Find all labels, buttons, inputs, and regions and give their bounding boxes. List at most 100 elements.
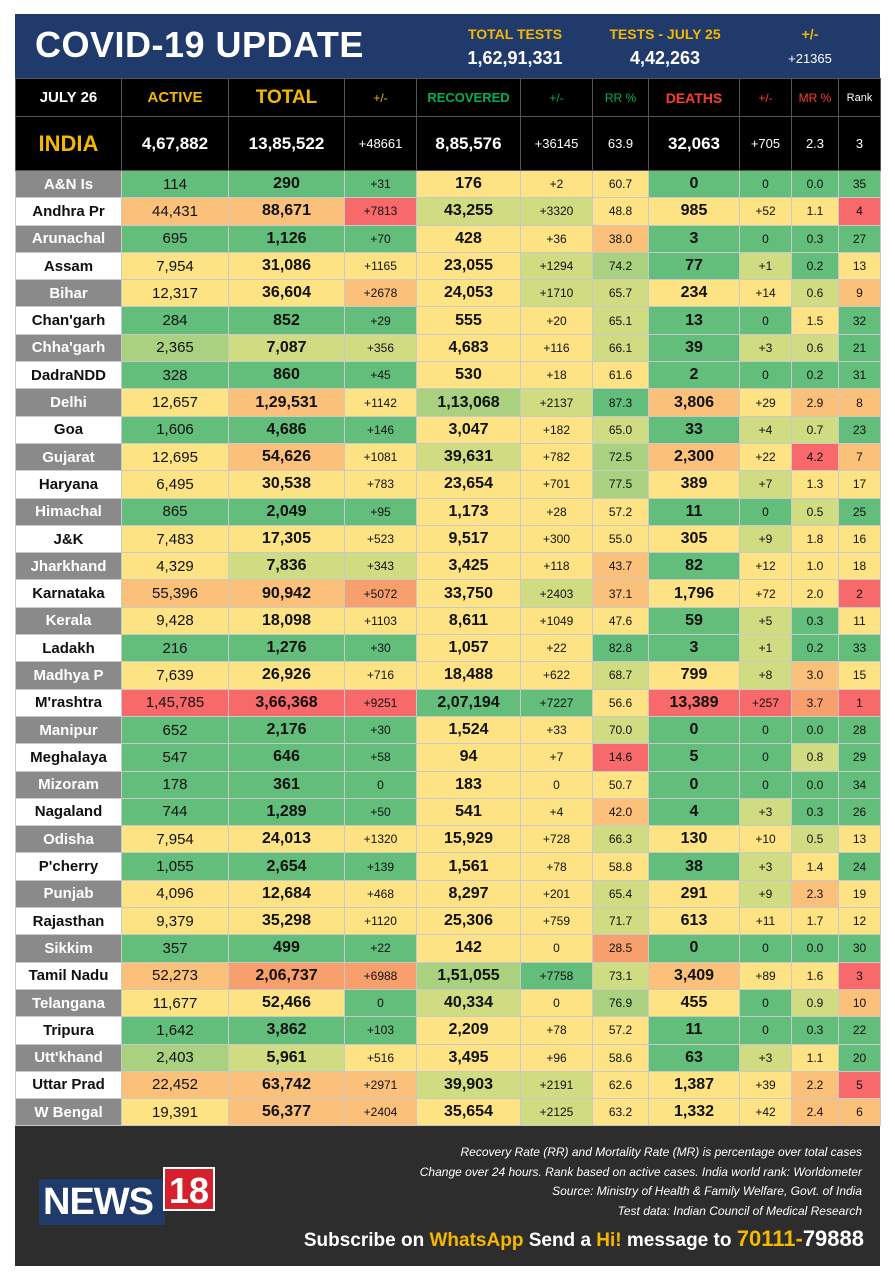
cell-active: 11,677 bbox=[121, 988, 229, 1018]
news18-logo: NEWS 18 bbox=[39, 1167, 215, 1229]
page-title: COVID-19 UPDATE bbox=[35, 24, 364, 65]
state-name: W Bengal bbox=[15, 1098, 122, 1127]
cell-active: 4,329 bbox=[121, 552, 229, 581]
cell-recovered: 39,903 bbox=[416, 1070, 521, 1100]
cell-recovered: 1,13,068 bbox=[416, 388, 521, 417]
cell-total-change: +343 bbox=[344, 552, 417, 581]
cell-active: 114 bbox=[121, 169, 229, 199]
cell-total-change: +95 bbox=[344, 497, 417, 526]
cell-deaths-change: +3 bbox=[739, 1043, 792, 1072]
cell-recovered: 39,631 bbox=[416, 442, 521, 472]
state-name: Madhya P bbox=[15, 661, 122, 690]
cell-deaths-change: +257 bbox=[739, 688, 792, 717]
table-row: P'cherry 1,055 2,654 +139 1,561 +78 58.8 38 +3 1.… bbox=[15, 852, 881, 881]
india-deaths: 32,063 bbox=[648, 116, 740, 171]
cell-total-change: +516 bbox=[344, 1043, 417, 1072]
cell-mr: 0.3 bbox=[791, 797, 839, 827]
cell-recovered: 35,654 bbox=[416, 1098, 521, 1127]
cell-rank: 28 bbox=[838, 715, 881, 745]
cell-rank: 27 bbox=[838, 224, 881, 253]
cell-mr: 0.3 bbox=[791, 1016, 839, 1045]
india-rank: 3 bbox=[838, 116, 881, 171]
table-row: Karnataka 55,396 90,942 +5072 33,750 +2403 37.… bbox=[15, 579, 881, 608]
cell-rr: 72.5 bbox=[592, 442, 649, 472]
cell-total: 18,098 bbox=[228, 606, 345, 636]
cell-mr: 2.3 bbox=[791, 879, 839, 909]
table-row: Jharkhand 4,329 7,836 +343 3,425 +118 43.7 82 +1… bbox=[15, 552, 881, 581]
table-row: Bihar 12,317 36,604 +2678 24,053 +1710 65.7 234… bbox=[15, 279, 881, 308]
cell-rank: 4 bbox=[838, 197, 881, 226]
cell-recovered: 25,306 bbox=[416, 907, 521, 936]
cell-total: 1,29,531 bbox=[228, 388, 345, 417]
cell-total-change: +1103 bbox=[344, 606, 417, 636]
state-name: Bihar bbox=[15, 279, 122, 308]
cell-rank: 6 bbox=[838, 1098, 881, 1127]
cell-rr: 37.1 bbox=[592, 579, 649, 608]
tests-change-value: +21365 bbox=[788, 51, 832, 66]
cell-total: 36,604 bbox=[228, 279, 345, 308]
state-name: Assam bbox=[15, 251, 122, 281]
cell-rank: 17 bbox=[838, 470, 881, 499]
cell-mr: 0.2 bbox=[791, 251, 839, 281]
cell-recovered: 1,51,055 bbox=[416, 961, 521, 990]
cell-rank: 22 bbox=[838, 1016, 881, 1045]
cell-recovered: 428 bbox=[416, 224, 521, 253]
state-name: Gujarat bbox=[15, 442, 122, 472]
cell-recovered: 541 bbox=[416, 797, 521, 827]
india-label: INDIA bbox=[15, 116, 122, 171]
cell-rr: 77.5 bbox=[592, 470, 649, 499]
cell-recovered-change: +36 bbox=[520, 224, 593, 253]
cell-deaths-change: 0 bbox=[739, 497, 792, 526]
cell-total: 1,289 bbox=[228, 797, 345, 827]
cell-total-change: +7813 bbox=[344, 197, 417, 226]
cell-active: 695 bbox=[121, 224, 229, 253]
cell-total: 499 bbox=[228, 934, 345, 963]
cell-recovered: 15,929 bbox=[416, 825, 521, 854]
cell-deaths: 2,300 bbox=[648, 442, 740, 472]
cell-rank: 25 bbox=[838, 497, 881, 526]
india-rr: 63.9 bbox=[592, 116, 649, 171]
cell-total: 24,013 bbox=[228, 825, 345, 854]
cell-total: 88,671 bbox=[228, 197, 345, 226]
cell-recovered-change: +3320 bbox=[520, 197, 593, 226]
cell-total-change: +1142 bbox=[344, 388, 417, 417]
cell-total: 4,686 bbox=[228, 415, 345, 444]
cell-rank: 29 bbox=[838, 743, 881, 772]
cell-mr: 3.0 bbox=[791, 661, 839, 690]
india-total-change: +48661 bbox=[344, 116, 417, 171]
table-row: A&N Is 114 290 +31 176 +2 60.7 0 0 0.0 35 bbox=[15, 169, 881, 199]
table-row: Sikkim 357 499 +22 142 0 28.5 0 0 0.0 30 bbox=[15, 934, 881, 963]
cell-recovered-change: +7227 bbox=[520, 688, 593, 717]
cell-deaths-change: 0 bbox=[739, 988, 792, 1018]
india-recovered-change: +36145 bbox=[520, 116, 593, 171]
cell-rr: 58.8 bbox=[592, 852, 649, 881]
cell-rank: 33 bbox=[838, 634, 881, 663]
cell-recovered-change: +20 bbox=[520, 306, 593, 335]
cell-deaths-change: +1 bbox=[739, 634, 792, 663]
state-name: Chha'garh bbox=[15, 333, 122, 363]
cell-recovered-change: +118 bbox=[520, 552, 593, 581]
cell-rr: 42.0 bbox=[592, 797, 649, 827]
cell-mr: 2.0 bbox=[791, 579, 839, 608]
cell-total-change: +29 bbox=[344, 306, 417, 335]
cell-deaths-change: 0 bbox=[739, 743, 792, 772]
cell-recovered-change: 0 bbox=[520, 988, 593, 1018]
subscribe-send: Send a bbox=[523, 1230, 597, 1251]
cell-mr: 0.5 bbox=[791, 825, 839, 854]
cell-deaths: 0 bbox=[648, 770, 740, 799]
cell-deaths-change: +42 bbox=[739, 1098, 792, 1127]
cell-active: 44,431 bbox=[121, 197, 229, 226]
india-deaths-change: +705 bbox=[739, 116, 792, 171]
cell-total-change: 0 bbox=[344, 770, 417, 799]
cell-active: 744 bbox=[121, 797, 229, 827]
cell-deaths-change: 0 bbox=[739, 306, 792, 335]
cell-total: 7,836 bbox=[228, 552, 345, 581]
total-tests-stat: TOTAL TESTS 1,62,91,331 bbox=[445, 26, 585, 69]
india-row: INDIA 4,67,882 13,85,522 +48661 8,85,576… bbox=[15, 116, 881, 171]
cell-deaths: 3 bbox=[648, 224, 740, 253]
cell-total-change: +45 bbox=[344, 361, 417, 390]
cell-rr: 71.7 bbox=[592, 907, 649, 936]
col-recovered-change: +/- bbox=[520, 78, 593, 117]
cell-rank: 2 bbox=[838, 579, 881, 608]
note-change: Change over 24 hours. Rank based on acti… bbox=[419, 1164, 862, 1179]
